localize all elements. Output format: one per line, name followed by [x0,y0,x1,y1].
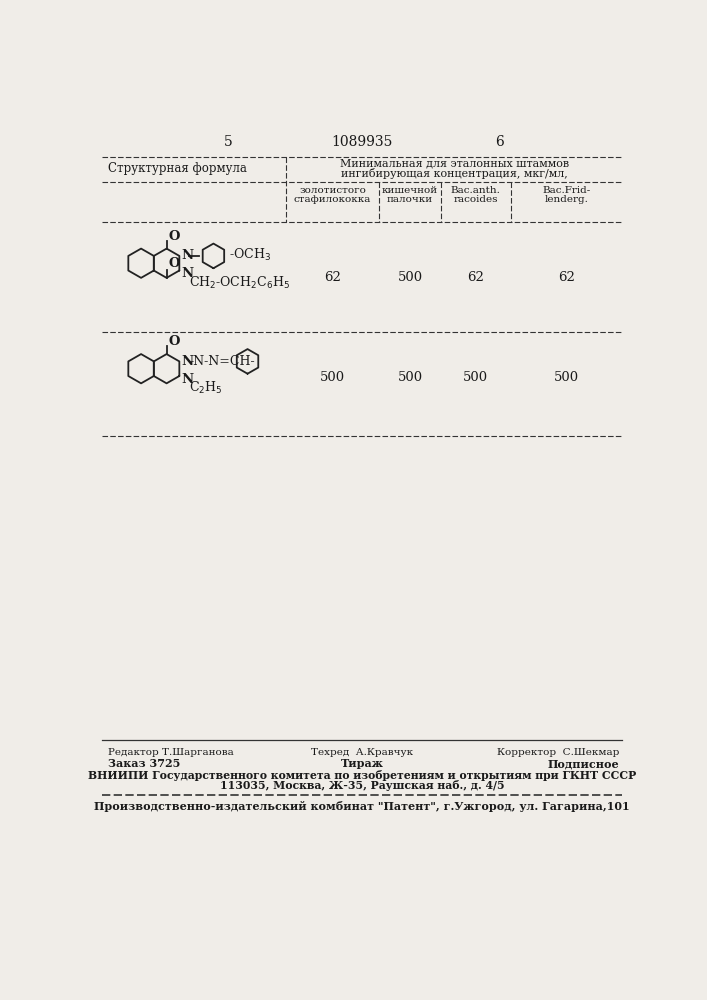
Text: 500: 500 [463,371,489,384]
Text: палочки: палочки [387,195,433,204]
Text: C$_2$H$_5$: C$_2$H$_5$ [189,380,222,396]
Text: 62: 62 [558,271,575,284]
Text: Минимальная для эталонных штаммов: Минимальная для эталонных штаммов [339,159,568,169]
Text: Bac.anth.: Bac.anth. [451,186,501,195]
Text: Тираж: Тираж [341,758,383,769]
Text: N: N [182,355,194,368]
Text: Структурная формула: Структурная формула [107,162,247,175]
Text: racoides: racoides [454,195,498,204]
Text: N: N [181,373,193,386]
Text: Корректор  С.Шекмар: Корректор С.Шекмар [497,748,619,757]
Text: 5: 5 [223,135,233,149]
Text: 62: 62 [467,271,484,284]
Text: кишечной: кишечной [382,186,438,195]
Text: O: O [169,257,180,270]
Text: 500: 500 [397,271,423,284]
Text: Производственно-издательский комбинат "Патент", г.Ужгород, ул. Гагарина,101: Производственно-издательский комбинат "П… [94,801,630,812]
Text: 113035, Москва, Ж-35, Раушская наб., д. 4/5: 113035, Москва, Ж-35, Раушская наб., д. … [220,780,504,791]
Text: стафилококка: стафилококка [294,195,371,204]
Text: Подписное: Подписное [548,758,619,769]
Text: Bac.Frid-: Bac.Frid- [542,186,590,195]
Text: Заказ 3725: Заказ 3725 [107,758,180,769]
Text: N: N [181,267,193,280]
Text: 6: 6 [495,135,503,149]
Text: Техред  А.Кравчук: Техред А.Кравчук [311,748,413,757]
Text: 500: 500 [320,371,345,384]
Text: N: N [182,249,194,262]
Text: 500: 500 [397,371,423,384]
Text: Редактор Т.Шарганова: Редактор Т.Шарганова [107,748,233,757]
Text: O: O [169,335,180,348]
Text: 500: 500 [554,371,579,384]
Text: CH$_2$-OCH$_2$C$_6$H$_5$: CH$_2$-OCH$_2$C$_6$H$_5$ [189,275,290,291]
Text: ВНИИПИ Государственного комитета по изобретениям и открытиям при ГКНТ СССР: ВНИИПИ Государственного комитета по изоб… [88,770,636,781]
Text: золотистого: золотистого [299,186,366,195]
Text: 62: 62 [324,271,341,284]
Text: -OCH$_3$: -OCH$_3$ [229,247,271,263]
Text: lenderg.: lenderg. [544,195,588,204]
Text: -N-N=CH-: -N-N=CH- [189,355,255,368]
Text: 1089935: 1089935 [332,135,392,149]
Text: O: O [169,230,180,243]
Text: ингибирующая концентрация, мкг/мл,: ингибирующая концентрация, мкг/мл, [341,168,568,179]
